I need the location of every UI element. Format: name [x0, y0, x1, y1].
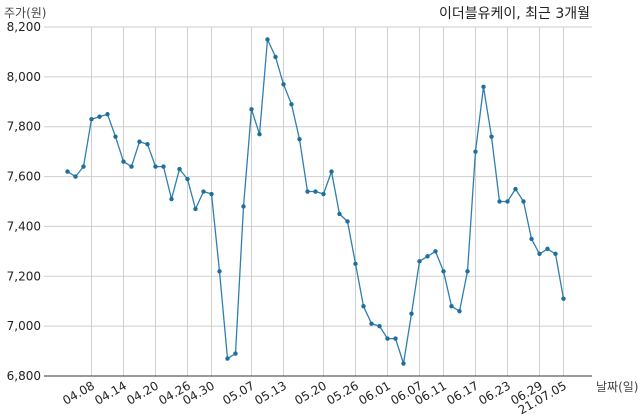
data-point	[441, 269, 446, 274]
data-point	[81, 164, 86, 169]
data-point	[345, 219, 350, 224]
data-point	[377, 323, 382, 329]
x-tick-label: 04.08	[60, 378, 97, 407]
data-point	[545, 246, 550, 252]
y-tick-label: 8,200	[7, 20, 41, 34]
data-point	[457, 308, 462, 314]
x-tick-label: 04.14	[92, 378, 129, 407]
y-tick-label: 7,800	[7, 120, 41, 134]
data-point	[241, 204, 246, 209]
data-point	[297, 136, 302, 142]
x-tick-label: 05.13	[252, 378, 289, 407]
data-point	[473, 149, 478, 154]
data-point	[449, 304, 454, 309]
data-point	[393, 336, 398, 341]
y-tick-label: 8,000	[7, 70, 41, 84]
data-point	[233, 351, 238, 356]
data-point	[113, 134, 118, 139]
data-point	[409, 311, 414, 316]
data-point	[153, 164, 158, 169]
series-layer	[65, 37, 566, 366]
data-point	[185, 176, 190, 182]
data-point	[561, 296, 566, 301]
y-tick-label: 7,000	[7, 319, 41, 333]
data-point	[521, 199, 526, 204]
data-point	[497, 199, 502, 204]
y-tick-label: 6,800	[7, 369, 41, 383]
data-point	[337, 211, 342, 217]
data-point	[465, 269, 470, 274]
data-point	[313, 189, 318, 194]
data-point	[417, 259, 422, 264]
data-point	[505, 199, 510, 204]
data-point	[201, 189, 206, 194]
x-tick-label: 06.23	[476, 378, 513, 407]
y-tick-label: 7,400	[7, 219, 41, 233]
x-tick-label: 05.26	[324, 378, 361, 407]
data-point	[225, 356, 230, 361]
data-point	[289, 102, 294, 107]
data-point	[329, 169, 334, 174]
data-point	[369, 321, 374, 326]
data-point	[121, 159, 126, 164]
series-line	[67, 38, 565, 365]
data-point	[169, 196, 174, 202]
data-point	[513, 186, 518, 192]
data-point	[193, 206, 198, 212]
data-point	[65, 169, 70, 174]
data-point	[353, 261, 358, 267]
data-point	[553, 251, 558, 257]
data-point	[361, 304, 366, 309]
y-axis-title: 주가(원)	[4, 6, 46, 20]
data-point	[97, 114, 102, 119]
data-point	[385, 336, 390, 341]
data-point	[137, 139, 142, 144]
data-point	[529, 236, 534, 242]
y-tick-label: 7,600	[7, 170, 41, 184]
x-tick-label: 05.20	[292, 378, 329, 407]
data-point	[321, 191, 326, 197]
data-point	[105, 112, 110, 117]
data-point	[489, 134, 494, 139]
y-tick-label: 7,200	[7, 269, 41, 283]
x-tick-label: 06.17	[444, 378, 481, 407]
data-point	[401, 361, 406, 366]
chart-title: 이더블유케이, 최근 3개월	[439, 6, 590, 22]
data-point	[177, 166, 182, 172]
data-point	[433, 249, 438, 254]
data-point	[257, 131, 262, 137]
data-point	[89, 117, 94, 122]
data-point	[73, 174, 78, 179]
x-axis-title: 날짜(일)	[596, 380, 638, 394]
data-point	[145, 141, 150, 147]
grid-layer	[44, 26, 592, 377]
x-tick-label: 05.07	[220, 378, 257, 407]
data-point	[161, 164, 166, 169]
data-point	[209, 191, 214, 197]
data-point	[305, 189, 310, 194]
data-point	[265, 37, 270, 42]
x-tick-label: 06.01	[356, 378, 393, 407]
data-point	[425, 254, 430, 259]
data-point	[129, 164, 134, 169]
y-axis-ticks: 6,800 7,000 7,200 7,400 7,600 7,800 8,000 8,200	[7, 20, 41, 383]
data-point	[249, 107, 254, 112]
x-tick-label: 04.20	[124, 378, 161, 407]
data-point	[217, 269, 222, 274]
data-point	[281, 82, 286, 87]
data-point	[273, 54, 278, 60]
data-point	[481, 84, 486, 90]
data-point	[537, 251, 542, 257]
